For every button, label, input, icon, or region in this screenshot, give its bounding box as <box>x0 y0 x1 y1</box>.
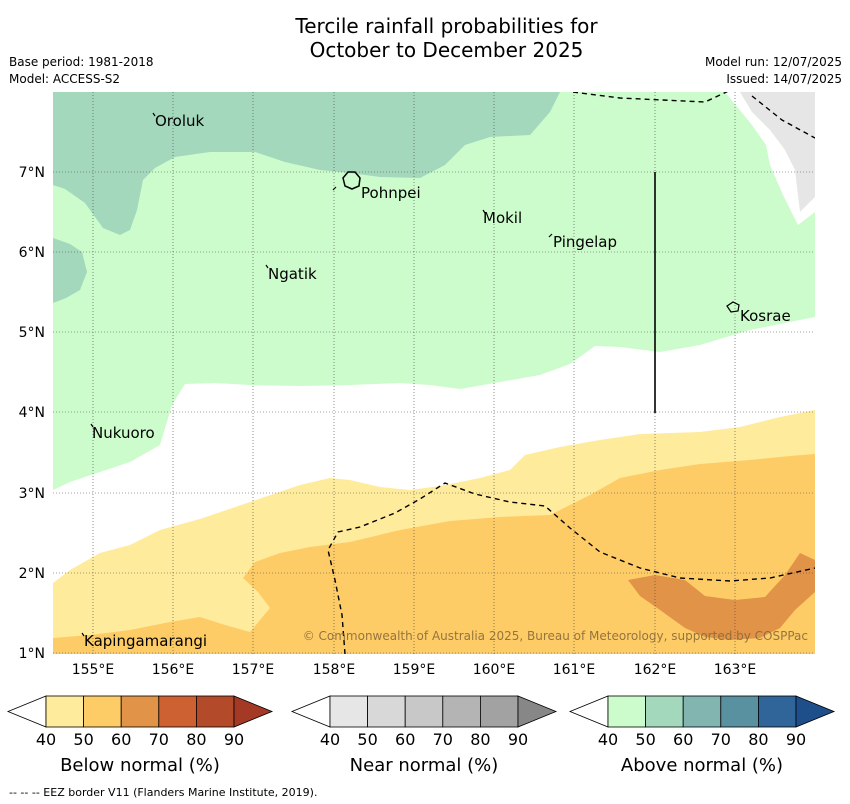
colorbar-near-tick-label: 50 <box>357 730 377 749</box>
white-gap <box>725 92 815 225</box>
title-line-1: Tercile rainfall probabilities for <box>295 14 598 38</box>
meta-right: Model run: 12/07/2025 Issued: 14/07/2025 <box>705 54 842 88</box>
model-run: Model run: 12/07/2025 <box>704 55 842 69</box>
atoll-markers <box>81 112 553 637</box>
colorbar-above-extend-high <box>795 695 836 728</box>
lon-axis: 155°E 156°E 157°E 158°E 159°E 160°E 161°… <box>72 662 757 678</box>
place-oroluk: Oroluk <box>155 112 204 130</box>
colorbar-near-segment <box>404 695 444 728</box>
meta-left: Base period: 1981-2018 Model: ACCESS-S2 <box>9 54 154 88</box>
colorbar-near-title: Near normal (%) <box>349 755 499 776</box>
lon-label: 155°E <box>72 662 115 678</box>
colorbar-near-segment <box>442 695 481 728</box>
colorbar-near-extend-high <box>517 695 558 728</box>
lon-label: 158°E <box>313 662 356 678</box>
colorbar-near-tick-label: 70 <box>433 730 453 749</box>
title-line-2: October to December 2025 <box>309 38 584 62</box>
colorbar-below-segment <box>195 695 235 728</box>
kosrae-island <box>726 301 740 313</box>
eez-footnote: -- -- -- EEZ border V11 (Flanders Marine… <box>9 786 318 799</box>
lon-label: 163°E <box>714 662 757 678</box>
eez-border <box>327 92 815 654</box>
lon-label: 156°E <box>152 662 195 678</box>
lon-label: 159°E <box>393 662 436 678</box>
colorbar-below-segment <box>45 695 84 728</box>
lon-label: 162°E <box>634 662 677 678</box>
place-ngatik: Ngatik <box>268 265 317 283</box>
near-40-50-region <box>740 92 815 212</box>
colorbar-near-tick-label: 80 <box>470 730 490 749</box>
lat-label: 3°N <box>19 486 45 502</box>
lat-label: 2°N <box>19 566 45 582</box>
colorbar-below-segment <box>83 695 122 728</box>
above-50-60-region <box>53 92 560 235</box>
lon-label: 157°E <box>232 662 275 678</box>
place-pingelap: Pingelap <box>553 233 617 251</box>
colorbar-above-segment <box>607 695 646 728</box>
colorbar-below-tick-label: 80 <box>186 730 206 749</box>
colorbar-above-tick-label: 60 <box>673 730 693 749</box>
colorbar-below-tick-label: 60 <box>111 730 131 749</box>
colorbar-above-tick-label: 40 <box>598 730 618 749</box>
colorbar-near-segment <box>479 695 519 728</box>
colorbar-below-tick-label: 50 <box>73 730 93 749</box>
colorbar-above-extend-low <box>568 695 609 728</box>
copyright-notice: © Commonwealth of Australia 2025, Bureau… <box>303 629 808 643</box>
pohnpei-island <box>342 171 361 190</box>
colorbar-above-segment <box>682 695 722 728</box>
colorbar-above-title: Above normal (%) <box>620 755 784 776</box>
colorbar-below: 40 50 60 70 80 90 <box>6 695 274 749</box>
colorbar-below-tick-label: 70 <box>149 730 169 749</box>
lat-label: 4°N <box>19 405 45 421</box>
issued-date: Issued: 14/07/2025 <box>726 72 842 86</box>
colorbar-near-tick-label: 40 <box>320 730 340 749</box>
colorbar-below-title: Below normal (%) <box>60 755 220 776</box>
lat-label: 6°N <box>19 245 45 261</box>
lat-axis: 7°N 6°N 5°N 4°N 3°N 2°N 1°N <box>19 165 45 662</box>
lon-label: 161°E <box>553 662 596 678</box>
place-pohnpei: Pohnpei <box>361 184 421 202</box>
colorbar-near: 40 50 60 70 80 90 <box>290 695 558 749</box>
ant-atoll <box>332 186 337 191</box>
colorbar-below-extend-low <box>6 695 47 728</box>
colorbar-below-segment <box>120 695 160 728</box>
colorbar-below-tick-label: 90 <box>224 730 244 749</box>
place-kapingamarangi: Kapingamarangi <box>84 632 207 650</box>
colorbar-near-tick-label: 60 <box>395 730 415 749</box>
base-period: Base period: 1981-2018 <box>9 55 154 69</box>
colorbar-above-tick-label: 50 <box>635 730 655 749</box>
place-mokil: Mokil <box>483 209 522 227</box>
colorbar-above-tick-label: 70 <box>711 730 731 749</box>
lat-label: 5°N <box>19 325 45 341</box>
model-name: Model: ACCESS-S2 <box>9 72 121 86</box>
colorbar-above-segment <box>645 695 684 728</box>
above-50-60-region-west <box>53 238 87 303</box>
lon-label: 160°E <box>473 662 516 678</box>
map-panel <box>53 92 815 654</box>
map-title: Tercile rainfall probabilities for Octob… <box>0 14 850 62</box>
colorbar-above-segment <box>758 695 797 728</box>
colorbar-above-segment <box>720 695 759 728</box>
colorbar-near-segment <box>329 695 368 728</box>
below-50-60-region <box>53 454 815 654</box>
place-kosrae: Kosrae <box>740 307 791 325</box>
below-60-70-region <box>628 553 815 640</box>
colorbar-near-tick-label: 90 <box>508 730 528 749</box>
colorbar-above: 40 50 60 70 80 90 <box>568 695 836 749</box>
colorbar-below-extend-high <box>233 695 274 728</box>
lat-label: 1°N <box>19 646 45 662</box>
colorbar-above-tick-label: 80 <box>748 730 768 749</box>
colorbar-below-tick-label: 40 <box>36 730 56 749</box>
colorbar-below-segment <box>158 695 197 728</box>
place-nukuoro: Nukuoro <box>92 424 155 442</box>
colorbar-near-segment <box>367 695 406 728</box>
lat-label: 7°N <box>19 165 45 181</box>
colorbar-near-extend-low <box>290 695 331 728</box>
colorbar-above-tick-label: 90 <box>786 730 806 749</box>
